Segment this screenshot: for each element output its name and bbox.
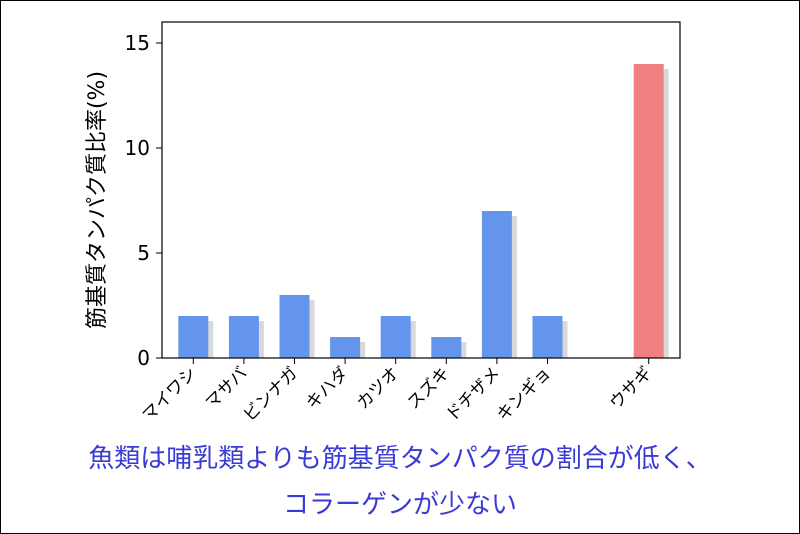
y-tick-label: 0 [137, 346, 150, 370]
x-tick-label: キンギョ [493, 363, 555, 425]
y-tick-label: 10 [125, 136, 150, 160]
caption-line-2: コラーゲンが少ない [282, 490, 517, 520]
x-tick-label: マサバ [202, 363, 252, 413]
bar [633, 64, 664, 358]
x-tick-label: キハダ [302, 363, 352, 413]
x-tick-label: ドチザメ [442, 363, 504, 425]
y-tick-label: 5 [137, 241, 150, 265]
bar [279, 295, 310, 358]
x-tick-label: ビンナガ [240, 363, 302, 425]
bar [178, 316, 209, 358]
caption-line-1: 魚類は哺乳類よりも筋基質タンパク質の割合が低く、 [88, 444, 712, 474]
x-tick-label: カツオ [353, 363, 403, 413]
bar [532, 316, 563, 358]
bar [431, 337, 462, 358]
bar [228, 316, 259, 358]
x-tick-label: マイワシ [139, 363, 201, 425]
bar [380, 316, 411, 358]
x-tick-label: ウサギ [606, 363, 656, 413]
bar [481, 211, 512, 358]
y-axis-label: 筋基質タンパク質比率(%) [85, 71, 110, 329]
y-tick-label: 15 [125, 31, 150, 55]
bar [330, 337, 361, 358]
plot-area-frame [161, 21, 681, 359]
